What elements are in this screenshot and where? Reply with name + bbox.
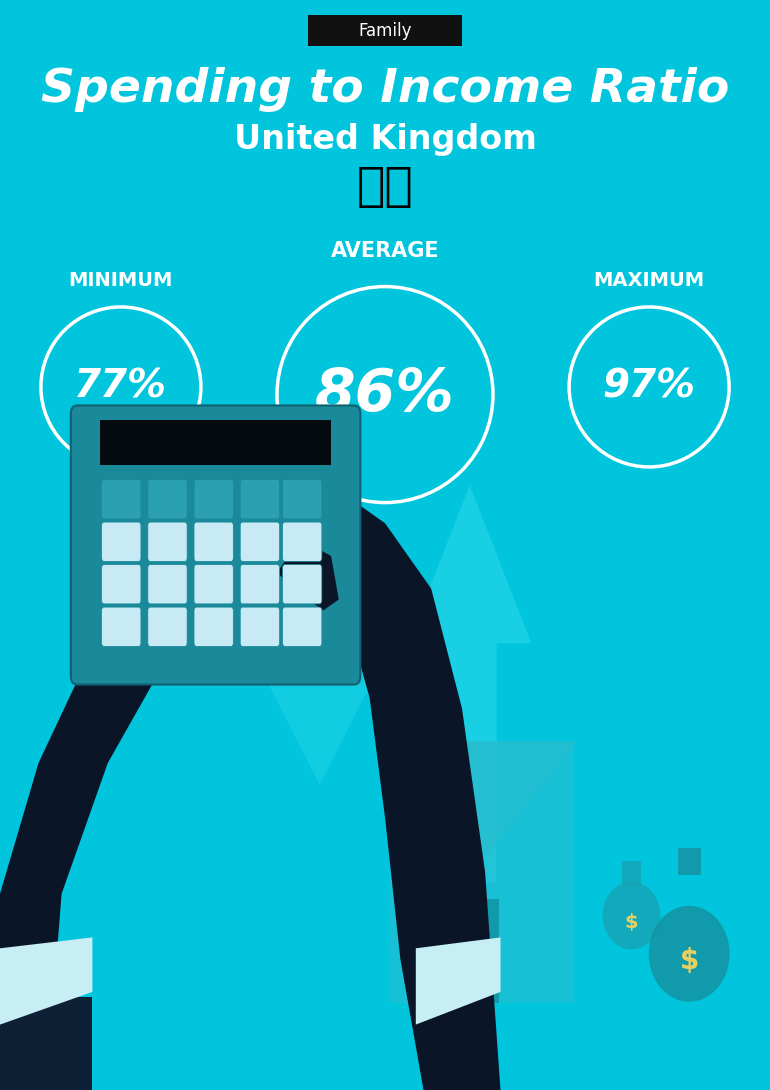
Text: Family: Family	[358, 22, 412, 39]
Polygon shape	[0, 937, 92, 1025]
FancyBboxPatch shape	[102, 480, 141, 519]
FancyBboxPatch shape	[412, 971, 481, 982]
Polygon shape	[416, 937, 500, 1025]
FancyBboxPatch shape	[240, 565, 280, 604]
Text: 77%: 77%	[75, 368, 167, 405]
Text: 86%: 86%	[315, 366, 455, 423]
FancyBboxPatch shape	[412, 956, 481, 967]
FancyBboxPatch shape	[283, 607, 322, 646]
Text: 🇬🇧: 🇬🇧	[357, 165, 413, 210]
FancyBboxPatch shape	[622, 861, 641, 885]
FancyBboxPatch shape	[194, 565, 233, 604]
FancyBboxPatch shape	[283, 522, 322, 561]
Ellipse shape	[648, 906, 729, 1002]
Text: AVERAGE: AVERAGE	[330, 241, 440, 261]
Polygon shape	[408, 485, 531, 883]
FancyBboxPatch shape	[412, 986, 481, 997]
FancyBboxPatch shape	[283, 565, 322, 604]
FancyBboxPatch shape	[148, 607, 187, 646]
Ellipse shape	[602, 882, 661, 949]
FancyBboxPatch shape	[240, 480, 280, 519]
Text: $: $	[679, 947, 699, 976]
FancyBboxPatch shape	[102, 607, 141, 646]
Polygon shape	[231, 610, 408, 785]
Text: Spending to Income Ratio: Spending to Income Ratio	[41, 66, 729, 112]
FancyBboxPatch shape	[240, 522, 280, 561]
Polygon shape	[0, 485, 308, 1090]
FancyBboxPatch shape	[308, 15, 462, 46]
FancyBboxPatch shape	[678, 848, 701, 875]
FancyBboxPatch shape	[194, 522, 233, 561]
Text: MINIMUM: MINIMUM	[69, 270, 173, 290]
FancyBboxPatch shape	[148, 565, 187, 604]
FancyBboxPatch shape	[71, 405, 360, 685]
Text: United Kingdom: United Kingdom	[233, 123, 537, 156]
FancyBboxPatch shape	[240, 607, 280, 646]
FancyBboxPatch shape	[102, 565, 141, 604]
FancyBboxPatch shape	[194, 607, 233, 646]
FancyBboxPatch shape	[412, 979, 481, 990]
FancyBboxPatch shape	[102, 522, 141, 561]
FancyBboxPatch shape	[458, 785, 480, 845]
FancyBboxPatch shape	[148, 480, 187, 519]
FancyBboxPatch shape	[148, 522, 187, 561]
FancyBboxPatch shape	[194, 480, 233, 519]
Polygon shape	[377, 741, 578, 867]
FancyBboxPatch shape	[462, 899, 499, 1003]
Text: 97%: 97%	[603, 368, 695, 405]
FancyBboxPatch shape	[283, 480, 322, 519]
Text: $: $	[624, 912, 638, 932]
FancyBboxPatch shape	[412, 964, 481, 974]
Polygon shape	[277, 540, 339, 610]
Text: MAXIMUM: MAXIMUM	[594, 270, 705, 290]
Polygon shape	[231, 469, 500, 1090]
FancyBboxPatch shape	[0, 997, 92, 1090]
FancyBboxPatch shape	[100, 420, 331, 465]
FancyBboxPatch shape	[389, 741, 574, 1003]
